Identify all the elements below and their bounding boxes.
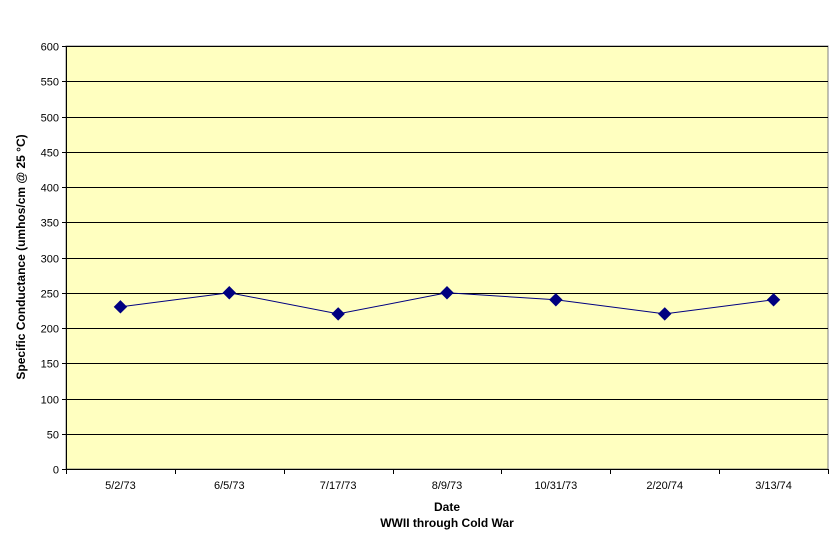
y-tick-label: 450 <box>41 148 59 160</box>
y-tick-label: 50 <box>47 430 59 442</box>
series-markers <box>113 286 781 321</box>
y-tick-label: 400 <box>41 183 59 195</box>
x-axis-title: Date <box>434 500 460 514</box>
x-tick-label: 10/31/73 <box>534 480 577 492</box>
y-tick-label: 100 <box>41 395 59 407</box>
x-tick-label: 6/5/73 <box>214 480 245 492</box>
x-tick-label: 8/9/73 <box>432 480 463 492</box>
y-tick-label: 600 <box>41 42 59 54</box>
data-point-marker <box>658 307 672 321</box>
x-tick-label: 7/17/73 <box>320 480 357 492</box>
y-tick-label: 550 <box>41 77 59 89</box>
x-axis-subtitle: WWII through Cold War <box>380 516 514 530</box>
x-tick-label: 3/13/74 <box>755 480 792 492</box>
y-axis-title: Specific Conductance (umhos/cm @ 25 °C) <box>14 134 28 379</box>
y-tick-label: 0 <box>53 465 59 477</box>
data-point-marker <box>440 286 454 300</box>
data-point-marker <box>222 286 236 300</box>
data-point-marker <box>549 293 563 307</box>
x-tick-label: 5/2/73 <box>105 480 136 492</box>
y-tick-label: 200 <box>41 324 59 336</box>
data-point-marker <box>331 307 345 321</box>
y-tick-label: 300 <box>41 254 59 266</box>
data-point-marker <box>766 293 781 307</box>
x-tick-label: 2/20/74 <box>646 480 683 492</box>
data-point-marker <box>113 300 128 314</box>
y-axis-ticks: 0 50 100 150 200 250 300 350 400 450 500 550 600 <box>41 42 828 477</box>
y-tick-label: 250 <box>41 289 59 301</box>
y-tick-label: 150 <box>41 359 59 371</box>
y-tick-label: 350 <box>41 218 59 230</box>
x-axis-ticks: 5/2/73 6/5/73 7/17/73 8/9/73 10/31/73 2/20/74… <box>66 469 829 492</box>
y-tick-label: 500 <box>41 113 59 125</box>
plot-area <box>65 45 829 470</box>
